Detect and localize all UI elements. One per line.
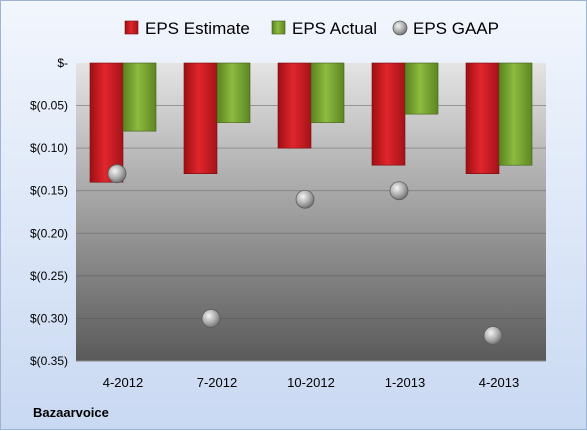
- eps-estimate-bar: [465, 62, 500, 174]
- x-tick-label: 4-2012: [103, 375, 143, 390]
- y-tick-label: $(0.25): [30, 269, 68, 283]
- eps-gaap-point: [389, 181, 409, 201]
- legend-eps-gaap-label: EPS GAAP: [413, 19, 499, 38]
- x-tick-label: 1-2013: [385, 375, 425, 390]
- eps-estimate-bar: [371, 62, 406, 166]
- legend-eps-estimate-label: EPS Estimate: [145, 19, 250, 38]
- company-label: Bazaarvoice: [33, 405, 109, 420]
- eps-actual-bar: [216, 62, 251, 123]
- eps-actual-bar: [498, 62, 533, 166]
- bars: [89, 62, 533, 183]
- legend-eps-actual-label: EPS Actual: [292, 19, 377, 38]
- x-tick-label: 10-2012: [287, 375, 335, 390]
- legend-eps-gaap-swatch: [392, 20, 408, 36]
- eps-actual-bar: [122, 62, 157, 132]
- eps-gaap-point: [295, 189, 315, 209]
- y-tick-label: $-: [57, 56, 68, 70]
- eps-estimate-bar: [277, 62, 312, 149]
- eps-actual-bar: [404, 62, 439, 115]
- y-tick-label: $(0.35): [30, 354, 68, 368]
- eps-estimate-bar: [89, 62, 124, 183]
- x-tick-label: 4-2013: [479, 375, 519, 390]
- eps-gaap-point: [107, 164, 127, 184]
- y-tick-label: $(0.15): [30, 184, 68, 198]
- y-tick-label: $(0.30): [30, 311, 68, 325]
- x-tick-label: 7-2012: [197, 375, 237, 390]
- legend-eps-actual-swatch: [271, 20, 286, 35]
- gaap-points: [107, 164, 503, 345]
- y-tick-label: $(0.10): [30, 141, 68, 155]
- eps-actual-bar: [310, 62, 345, 123]
- y-axis: $- $(0.05) $(0.10) $(0.15) $(0.20) $(0.25) $(0…: [30, 56, 68, 368]
- x-axis: 4-2012 7-2012 10-2012 1-2013 4-2013: [103, 375, 519, 390]
- y-tick-label: $(0.20): [30, 226, 68, 240]
- eps-gaap-point: [201, 309, 221, 328]
- legend: EPS Estimate EPS Actual EPS GAAP: [124, 19, 499, 38]
- eps-estimate-bar: [183, 62, 218, 174]
- y-tick-label: $(0.05): [30, 99, 68, 113]
- legend-eps-estimate-swatch: [124, 20, 139, 35]
- eps-gaap-point: [483, 326, 503, 345]
